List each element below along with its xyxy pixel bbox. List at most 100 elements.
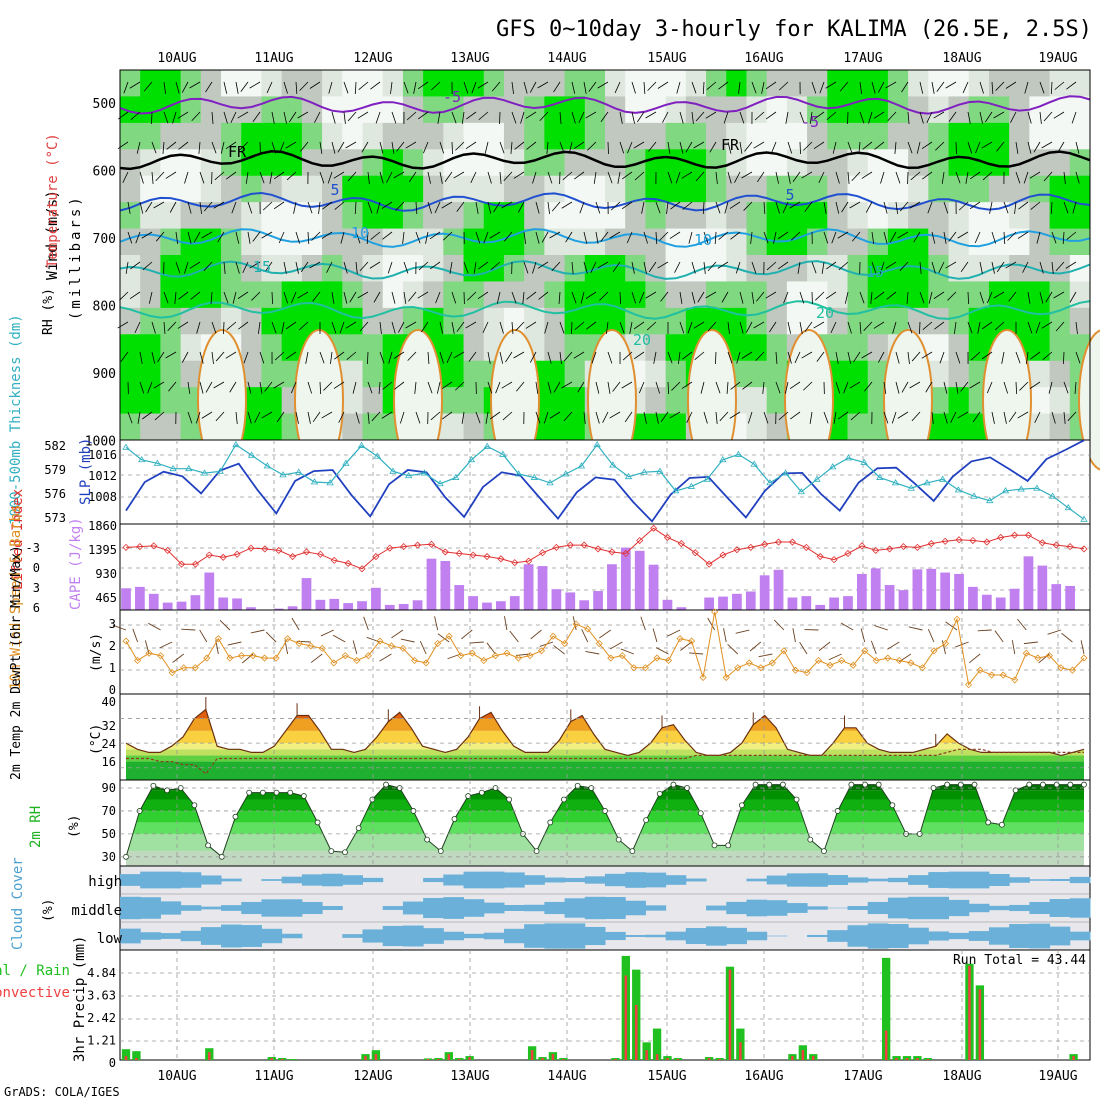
- rh-cell: [1009, 70, 1030, 97]
- thickness-point: [420, 469, 429, 476]
- rh-cell: [1049, 413, 1071, 441]
- precip-conv-bar: [884, 1030, 888, 1060]
- wind10m-barb: [968, 653, 981, 664]
- cape-bar: [856, 573, 867, 610]
- rh-cell: [140, 334, 161, 362]
- wind-barb: [674, 261, 681, 273]
- wind-barb: [874, 291, 885, 300]
- rh-cell: [807, 255, 828, 282]
- rh-cell: [281, 307, 303, 335]
- cape-bar: [759, 575, 770, 610]
- rh-cell: [382, 70, 404, 97]
- wind-speed-point: [941, 639, 950, 648]
- precip-conv-bar: [364, 1056, 367, 1060]
- cloud-cell: [402, 901, 424, 915]
- wind-barb: [247, 381, 252, 394]
- wind-barb: [172, 111, 177, 124]
- lifted-index-point: [774, 538, 783, 546]
- rh-cell: [483, 307, 505, 335]
- rh-cell: [443, 70, 465, 97]
- rh-cell: [786, 255, 808, 282]
- wind-axis-label: Wind (m/s): [43, 190, 61, 280]
- rh-cell: [908, 70, 929, 97]
- wind-barb: [408, 171, 417, 183]
- rh-point: [1067, 781, 1074, 788]
- cloud-cell: [665, 931, 687, 941]
- wind-speed-point: [1045, 652, 1053, 660]
- wind-barb: [756, 171, 765, 183]
- wind-barb: [931, 231, 936, 244]
- precip-axis: 4.843.632.421.210: [87, 966, 116, 1070]
- cloud-cell: [645, 872, 667, 888]
- temp-tick: 24: [102, 737, 116, 751]
- wind-barb: [702, 81, 705, 95]
- lifted-index-point: [663, 533, 672, 542]
- wind-barb: [436, 381, 441, 394]
- rh-cell: [665, 413, 687, 441]
- cloud-cover-bands: [120, 871, 1091, 949]
- rh-cell: [1029, 149, 1051, 177]
- rh-cell: [342, 175, 363, 203]
- wind-barb: [1050, 81, 1053, 95]
- wind-barb: [693, 321, 705, 329]
- wind-barb: [343, 81, 349, 94]
- wind-barb: [562, 171, 573, 181]
- wind-barb: [991, 411, 995, 424]
- wind-barb: [370, 81, 381, 90]
- wind-barb: [168, 381, 177, 392]
- cape-bar: [357, 601, 367, 610]
- pressure-tick: 600: [93, 165, 116, 180]
- wind-barb: [919, 291, 925, 304]
- cape-bar: [773, 569, 784, 610]
- wind-barb: [1033, 141, 1041, 153]
- wind-barb: [230, 111, 237, 124]
- rh-cell: [261, 307, 283, 335]
- wind-barb: [456, 321, 465, 332]
- cape-bar: [176, 601, 187, 610]
- rh-cell: [362, 387, 384, 415]
- wind-speed-point: [814, 656, 823, 665]
- wind-barb: [127, 201, 131, 214]
- rh-cell: [1049, 334, 1071, 362]
- precip-conv-bar: [707, 1058, 711, 1060]
- cloud-cell: [605, 897, 626, 919]
- wind-barb: [835, 171, 840, 184]
- lifted-index-point: [413, 541, 422, 549]
- wind-barb: [247, 231, 251, 244]
- cape-bar: [954, 573, 964, 610]
- wind-barb: [135, 231, 141, 244]
- wind-barb: [909, 201, 921, 209]
- wind-barb: [367, 171, 370, 184]
- slp-series: [122, 439, 1088, 523]
- rh-cell: [908, 255, 929, 282]
- thickness-point: [436, 480, 444, 487]
- wind-barb: [583, 261, 588, 274]
- rh-cell: [443, 96, 465, 124]
- wind10m-barb: [461, 629, 473, 640]
- wind10m-barb: [758, 653, 773, 658]
- wind-barb: [1003, 381, 1009, 394]
- lifted-index-point: [622, 549, 630, 558]
- wind-barb: [127, 411, 133, 424]
- rh-cell: [685, 122, 707, 150]
- rh-cell: [887, 96, 909, 124]
- wind-barb: [425, 231, 429, 244]
- thickness-point: [781, 469, 790, 476]
- rh-cell: [342, 281, 363, 309]
- lifted-index-point: [899, 543, 908, 551]
- wind-barb: [286, 171, 297, 181]
- wind10m-barb: [199, 629, 208, 643]
- rh-cell: [402, 307, 424, 335]
- wind-barb: [151, 171, 154, 184]
- wind-barb: [889, 231, 897, 243]
- wind-barb: [1050, 201, 1053, 215]
- wind-barb: [667, 141, 671, 154]
- wind-speed-point: [503, 649, 511, 657]
- wind-barb: [367, 201, 373, 214]
- rh-cell: [342, 228, 363, 256]
- wind-barb: [269, 171, 273, 184]
- wind-tick: 2: [109, 639, 116, 653]
- wind-barb: [375, 111, 381, 124]
- lifted-index-line: [125, 527, 1085, 570]
